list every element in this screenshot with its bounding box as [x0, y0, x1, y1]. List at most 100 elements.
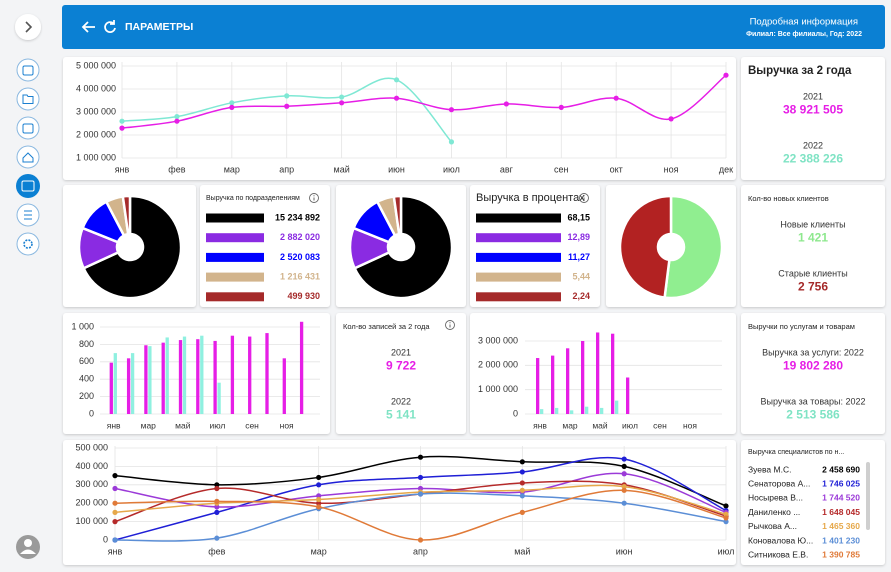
card-title: Кол-во новых клиентов [748, 194, 829, 203]
legend-total: 1 401 230 [822, 535, 860, 545]
legend-total: 1 744 520 [822, 493, 860, 503]
icon [21, 180, 35, 192]
bar [585, 406, 589, 414]
legend-name: Носырева В... [748, 493, 803, 503]
nav-folder[interactable] [16, 87, 40, 111]
line-point [417, 474, 424, 481]
x-tick-label: апр [413, 546, 428, 556]
line-point [119, 118, 125, 124]
x-tick-label: мар [224, 164, 240, 174]
y-tick-label: 1 000 [71, 321, 94, 331]
x-tick-label: май [514, 546, 530, 556]
legend-total: 1 648 045 [822, 507, 860, 517]
bar [626, 377, 630, 414]
x-tick-label: мар [141, 420, 157, 430]
legend-swatch [206, 272, 264, 282]
legend-swatch [476, 272, 561, 282]
line-point [519, 469, 525, 475]
icon [22, 152, 34, 163]
bar [600, 407, 604, 414]
line-point [112, 509, 118, 515]
x-tick-label: сен [245, 420, 259, 430]
header-title: ПАРАМЕТРЫ [125, 21, 193, 33]
card-label: Старые клиенты [778, 268, 847, 278]
y-tick-label: 200 [79, 391, 94, 401]
line-point [448, 139, 455, 145]
panel [63, 440, 736, 565]
panel-title: Выручка в процентах [476, 192, 585, 204]
panel [741, 313, 885, 434]
line-point [621, 463, 627, 469]
legend-name: Коновалова Ю... [748, 535, 813, 545]
line-point [621, 471, 627, 477]
refresh-button[interactable] [104, 20, 116, 33]
line-point [284, 103, 290, 109]
x-tick-label: окт [610, 164, 623, 174]
card-label: 2021 [803, 91, 823, 101]
legend-name: Рычкова А... [748, 521, 797, 531]
back-button[interactable] [81, 21, 95, 33]
pie-slice [81, 194, 183, 300]
y-tick-label: 4 000 000 [76, 83, 116, 93]
line-point [519, 493, 525, 499]
line-point [112, 485, 118, 492]
legend-name: Сенаторова А... [748, 478, 810, 488]
line-point [417, 454, 424, 460]
value-label: 11,27 [568, 252, 590, 262]
nav-calendar[interactable] [16, 58, 40, 82]
y-tick-label: 1 000 000 [478, 384, 518, 394]
bar [200, 335, 204, 414]
line-point [316, 504, 322, 510]
line-point [316, 500, 322, 506]
card-label: 2022 [391, 396, 411, 406]
line-point [112, 500, 118, 506]
card-value: 9 722 [386, 359, 416, 373]
nav-home[interactable] [16, 145, 40, 169]
x-tick-label: июл [622, 420, 638, 430]
line-point [723, 503, 729, 509]
card-value: 2 756 [798, 280, 828, 294]
bar [536, 358, 540, 414]
nav-schedule[interactable] [16, 116, 40, 140]
bar [555, 407, 559, 414]
chevron-icon [25, 21, 33, 33]
y-tick-label: 3 000 000 [478, 335, 518, 345]
legend-swatch [476, 252, 561, 262]
header-bar [62, 5, 885, 49]
expand-button[interactable] [15, 14, 41, 40]
card-title: Кол-во записей за 2 года [343, 322, 430, 331]
bar [570, 410, 574, 414]
card-label: Выручка за товары: 2022 [760, 396, 865, 406]
value-label: 2 882 020 [280, 232, 320, 242]
line-point [519, 480, 525, 486]
info-icon-dot [449, 322, 451, 324]
y-tick-label: 200 000 [75, 498, 108, 508]
x-tick-label: апр [279, 164, 294, 174]
panel [63, 57, 736, 180]
panel [741, 57, 885, 180]
bar [566, 348, 570, 414]
x-tick-label: сен [554, 164, 569, 174]
pie-slice [121, 194, 132, 236]
line-point [174, 114, 180, 120]
x-tick-label: май [334, 164, 350, 174]
bar [230, 335, 235, 414]
legend-swatch [206, 252, 264, 262]
line-point [112, 537, 118, 543]
y-tick-label: 2 000 000 [76, 129, 116, 139]
x-tick-label: ноя [280, 420, 294, 430]
line-point [558, 104, 564, 110]
bar [540, 409, 544, 414]
y-tick-label: 100 000 [75, 516, 108, 526]
icon [24, 210, 32, 220]
nav-reports-active[interactable] [16, 174, 40, 198]
y-tick-label: 800 [79, 339, 94, 349]
panel [200, 185, 330, 307]
bar [196, 339, 200, 414]
nav-settings[interactable] [16, 232, 40, 256]
line-point [393, 95, 400, 101]
legend-total: 1 465 360 [822, 521, 860, 531]
pie-slice [392, 194, 403, 236]
legend-total: 1 746 025 [822, 478, 860, 488]
line-point [417, 537, 424, 543]
